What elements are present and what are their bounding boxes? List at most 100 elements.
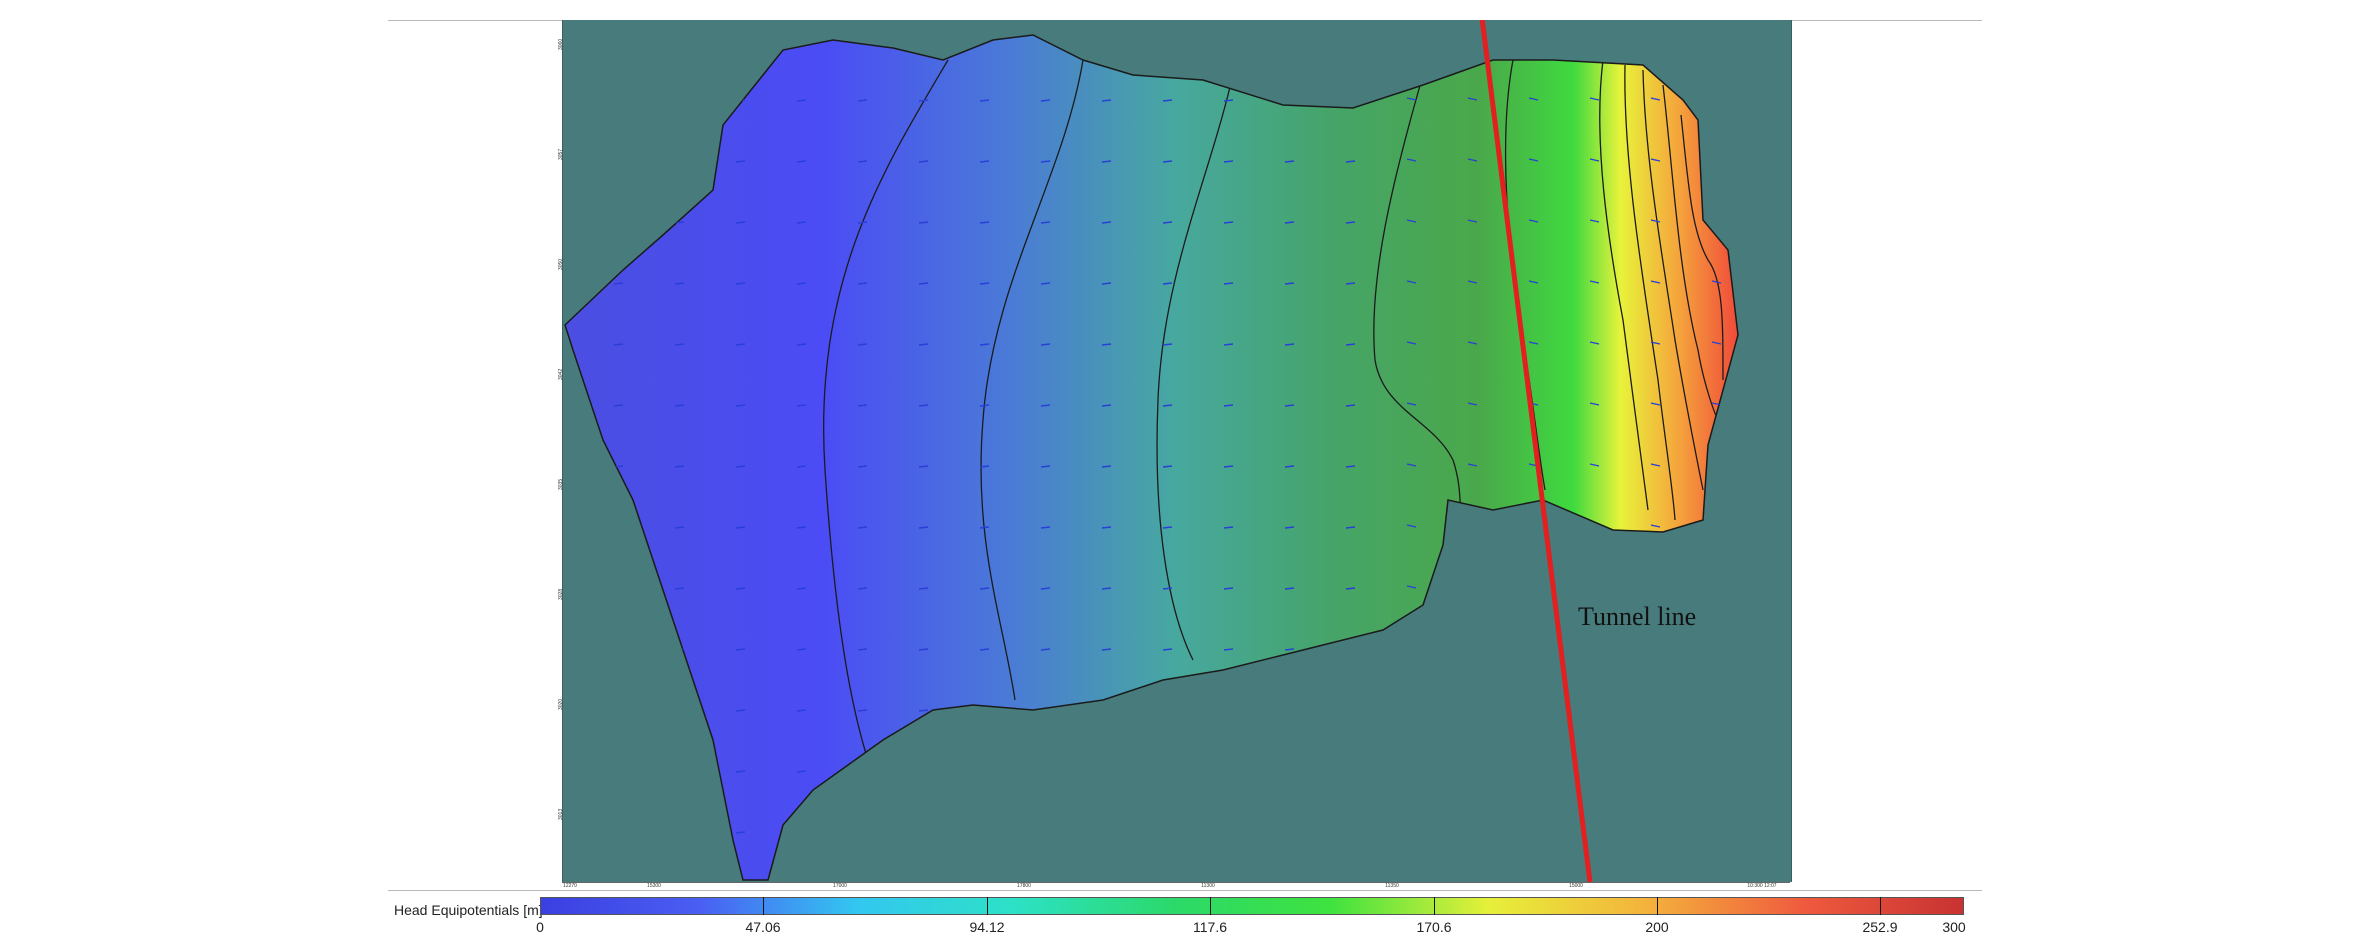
flow-vector bbox=[1101, 831, 1112, 834]
flow-vector bbox=[1406, 524, 1417, 528]
flow-vector bbox=[979, 648, 990, 651]
colorbar-tick bbox=[987, 897, 988, 915]
flow-vector bbox=[1589, 219, 1600, 223]
flow-vector bbox=[1406, 219, 1417, 223]
flow-vector bbox=[1650, 768, 1661, 772]
flow-vector bbox=[796, 404, 807, 407]
flow-vector bbox=[1101, 282, 1112, 285]
flow-vector bbox=[1467, 158, 1478, 162]
flow-vector bbox=[735, 221, 746, 224]
flow-vector bbox=[1589, 768, 1600, 772]
contour-line bbox=[1624, 64, 1676, 521]
flow-vector bbox=[979, 587, 990, 590]
flow-vector bbox=[979, 404, 990, 407]
left-axis-tick: 3057 bbox=[558, 148, 564, 160]
flow-vector bbox=[1650, 524, 1661, 528]
flow-vector bbox=[1528, 219, 1539, 223]
flow-vector bbox=[1650, 463, 1661, 467]
flow-vector bbox=[1101, 221, 1112, 224]
flow-vector bbox=[1589, 646, 1600, 650]
bottom-axis-tick: 11350 bbox=[1385, 883, 1399, 889]
legend-title: Head Equipotentials [m] bbox=[394, 902, 543, 918]
bottom-axis-tick: 15000 bbox=[1569, 883, 1583, 889]
flow-vector bbox=[918, 465, 929, 468]
flow-vector bbox=[1101, 160, 1112, 163]
flow-vector bbox=[1345, 404, 1356, 407]
left-axis-tick: 3042 bbox=[558, 368, 564, 380]
left-axis: 3060 3057 3050 3042 3035 3028 3020 3013 bbox=[558, 20, 564, 882]
flow-vector bbox=[796, 465, 807, 468]
flow-vector bbox=[1528, 646, 1539, 650]
flow-vector bbox=[1589, 341, 1600, 345]
colorbar-label: 47.06 bbox=[745, 919, 781, 935]
flow-vector bbox=[1711, 707, 1722, 711]
colorbar-tick bbox=[1210, 897, 1211, 915]
flow-vector bbox=[674, 160, 685, 163]
flow-vector bbox=[1467, 829, 1478, 833]
flow-vector bbox=[1223, 709, 1234, 712]
flow-vector bbox=[1101, 770, 1112, 773]
colorbar-label: 170.6 bbox=[1416, 919, 1452, 935]
flow-vector bbox=[1223, 465, 1234, 468]
flow-vector bbox=[1284, 831, 1295, 834]
flow-vector bbox=[1040, 99, 1051, 102]
flow-vector bbox=[1284, 709, 1295, 712]
flow-vector bbox=[1589, 585, 1600, 589]
flow-vector bbox=[979, 99, 990, 102]
flow-vector bbox=[1589, 402, 1600, 406]
flow-vector bbox=[1284, 221, 1295, 224]
flow-vector bbox=[857, 465, 868, 468]
model-domain bbox=[564, 34, 1739, 881]
flow-vector bbox=[1406, 768, 1417, 772]
flow-vector bbox=[918, 221, 929, 224]
flow-vector bbox=[918, 343, 929, 346]
flow-vector bbox=[857, 99, 868, 102]
flow-vector bbox=[1528, 524, 1539, 528]
flow-vector bbox=[1467, 768, 1478, 772]
flow-vector bbox=[613, 221, 624, 224]
colorbar-label: 117.6 bbox=[1193, 919, 1227, 935]
flow-vector bbox=[1223, 404, 1234, 407]
bottom-axis-tick: 10:300 12:07 bbox=[1747, 883, 1777, 889]
bottom-axis-tick: 11300 bbox=[1201, 883, 1215, 889]
flow-vector bbox=[1284, 648, 1295, 651]
flow-vector bbox=[1284, 465, 1295, 468]
flow-vector bbox=[1223, 587, 1234, 590]
flow-vector bbox=[1711, 158, 1722, 162]
flow-vector bbox=[1406, 402, 1417, 406]
flow-vector bbox=[1650, 280, 1661, 284]
flow-vector bbox=[613, 831, 624, 834]
flow-vector bbox=[1406, 707, 1417, 711]
flow-vector bbox=[613, 404, 624, 407]
flow-vector bbox=[1284, 404, 1295, 407]
flow-vector bbox=[1345, 221, 1356, 224]
flow-vector bbox=[1589, 158, 1600, 162]
flow-vector bbox=[1528, 829, 1539, 833]
flow-vector bbox=[1650, 585, 1661, 589]
flow-vector bbox=[796, 221, 807, 224]
contour-line bbox=[1373, 81, 1464, 521]
flow-vector bbox=[1650, 158, 1661, 162]
flow-vector bbox=[1528, 707, 1539, 711]
flow-vector bbox=[1528, 341, 1539, 345]
flow-vector bbox=[1528, 280, 1539, 284]
flow-vector bbox=[1589, 524, 1600, 528]
flow-vector bbox=[674, 282, 685, 285]
bottom-axis-tick: 12270 bbox=[563, 883, 577, 889]
flow-vector bbox=[1284, 770, 1295, 773]
flow-vector bbox=[1406, 585, 1417, 589]
left-axis-tick: 3028 bbox=[558, 588, 564, 600]
flow-vector bbox=[1040, 831, 1051, 834]
flow-vector bbox=[1467, 463, 1478, 467]
flow-vector bbox=[796, 282, 807, 285]
flow-vector bbox=[1711, 829, 1722, 833]
flow-vector bbox=[1650, 707, 1661, 711]
flow-vector bbox=[1650, 219, 1661, 223]
flow-vector bbox=[1528, 158, 1539, 162]
model-viewport[interactable] bbox=[562, 20, 1792, 882]
left-axis-tick: 3013 bbox=[558, 808, 564, 820]
flow-vector bbox=[979, 221, 990, 224]
flow-vector bbox=[1589, 707, 1600, 711]
flow-vector bbox=[1040, 587, 1051, 590]
flow-vector bbox=[674, 770, 685, 773]
